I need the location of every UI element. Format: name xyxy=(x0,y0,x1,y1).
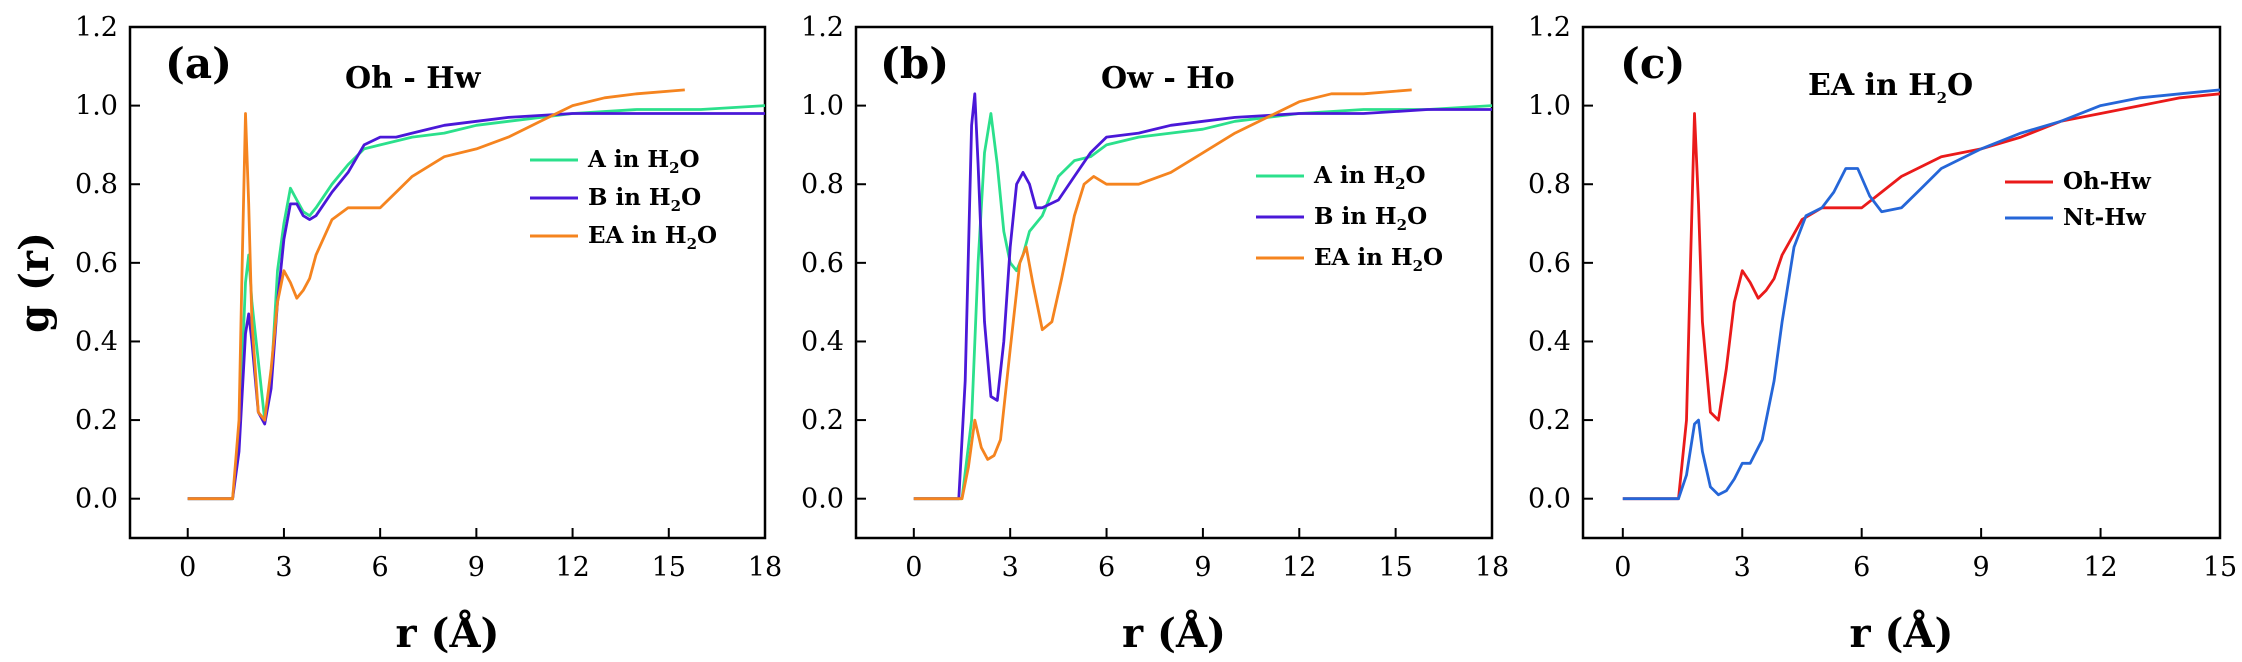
y-tick-label: 0.4 xyxy=(75,326,118,357)
plot-frame xyxy=(854,25,1494,540)
panel-a: 0 3 6 9 12 15 18 0.0 0.2 0.4 0.6 0.8 1.0 1.2 r (Å) g (r… xyxy=(11,12,782,657)
x-tick-label: 0 xyxy=(1614,552,1631,583)
legend-label-text: Nt-Hw xyxy=(2063,204,2147,231)
panel-label: (b) xyxy=(880,39,949,88)
legend-label-text: Oh-Hw xyxy=(2063,168,2152,195)
x-tick-label: 6 xyxy=(1098,552,1115,583)
legend-label: B in H2O xyxy=(588,184,701,215)
y-tick-label: 0.4 xyxy=(801,326,844,357)
panel-title: Ow - Ho xyxy=(1101,61,1235,96)
panel-title-text: Ow - Ho xyxy=(1101,61,1235,96)
x-tick-label: 3 xyxy=(1734,552,1751,583)
legend-label-suffix: O xyxy=(681,184,701,211)
y-tick-label: 0.6 xyxy=(801,248,844,279)
legend-label-text: B in H xyxy=(1314,203,1397,230)
x-tick-label: 6 xyxy=(1853,552,1870,583)
panel-b: 0 3 6 9 12 15 18 0.0 0.2 0.4 0.6 0.8 1.0 1.2 r (Å) (b) O… xyxy=(801,12,1509,657)
x-axis-title: r (Å) xyxy=(1850,610,1954,657)
y-tick-label: 0.8 xyxy=(75,169,118,200)
x-tick-label: 9 xyxy=(1194,552,1211,583)
legend-label: A in H2O xyxy=(1313,162,1426,193)
y-tick-label: 0.0 xyxy=(75,484,118,515)
legend-label-suffix: O xyxy=(1423,244,1443,271)
panel-label: (a) xyxy=(165,39,232,88)
x-tick-label: 9 xyxy=(468,552,485,583)
panel-label: (c) xyxy=(1620,39,1685,88)
x-tick-label: 0 xyxy=(179,552,196,583)
y-tick-label: 0.6 xyxy=(1528,248,1571,279)
legend-label: B in H2O xyxy=(1314,203,1427,234)
y-tick-label: 0.4 xyxy=(1528,326,1571,357)
x-tick-label: 3 xyxy=(1002,552,1019,583)
x-tick-label: 12 xyxy=(2083,552,2117,583)
panel-title: Oh - Hw xyxy=(345,61,482,96)
y-tick-label: 0.0 xyxy=(801,484,844,515)
legend-label: EA in H2O xyxy=(1314,244,1443,275)
series-line-3 xyxy=(913,88,1412,501)
legend-label-text: EA in H xyxy=(1314,244,1413,271)
legend-label: Nt-Hw xyxy=(2063,204,2147,231)
series-line-2 xyxy=(187,112,765,501)
y-tick-label: 0.2 xyxy=(801,405,844,436)
y-axis-title: g (r) xyxy=(11,232,58,333)
x-axis-title: r (Å) xyxy=(396,610,500,657)
legend-label-subscript: 2 xyxy=(687,235,697,253)
plot-frame xyxy=(1581,25,2222,540)
legend-label-text: A in H xyxy=(587,146,669,173)
y-tick-label: 0.8 xyxy=(1528,169,1571,200)
legend-label-suffix: O xyxy=(1407,203,1427,230)
x-tick-label: 0 xyxy=(905,552,922,583)
x-tick-label: 18 xyxy=(748,552,782,583)
x-tick-label: 6 xyxy=(372,552,389,583)
x-axis-title: r (Å) xyxy=(1122,610,1226,657)
y-tick-label: 0.0 xyxy=(1528,484,1571,515)
x-tick-label: 9 xyxy=(1973,552,1990,583)
legend-label-suffix: O xyxy=(1406,162,1426,189)
legend-label: EA in H2O xyxy=(588,222,717,253)
legend-label: Oh-Hw xyxy=(2063,168,2152,195)
series-line-3 xyxy=(187,88,685,501)
legend-label-subscript: 2 xyxy=(671,197,681,215)
series-line-1 xyxy=(913,104,1492,501)
panel-title-text: EA in H xyxy=(1808,68,1937,103)
x-tick-label: 15 xyxy=(652,552,686,583)
y-tick-label: 1.0 xyxy=(75,91,118,122)
legend-label-subscript: 2 xyxy=(669,159,679,177)
panel-title-subscript: 2 xyxy=(1937,89,1947,107)
legend-label-text: A in H xyxy=(1313,162,1395,189)
legend-label-suffix: O xyxy=(680,146,700,173)
legend-label-subscript: 2 xyxy=(1413,257,1423,275)
panel-c: 0 3 6 9 12 15 0.0 0.2 0.4 0.6 0.8 1.0 1.2 r (Å) (c) EA … xyxy=(1528,12,2237,657)
series-line-2 xyxy=(913,92,1492,501)
panel-title: EA in H2O xyxy=(1808,68,1973,107)
plot-frame xyxy=(128,25,767,540)
y-tick-label: 0.2 xyxy=(75,405,118,436)
legend-label-text: EA in H xyxy=(588,222,687,249)
series-line-1 xyxy=(1622,92,2220,501)
y-tick-label: 1.2 xyxy=(75,12,118,43)
x-tick-label: 15 xyxy=(1378,552,1412,583)
y-tick-label: 1.0 xyxy=(801,91,844,122)
x-tick-label: 3 xyxy=(275,552,292,583)
y-tick-label: 0.8 xyxy=(801,169,844,200)
series-line-2 xyxy=(1622,88,2220,501)
x-tick-label: 12 xyxy=(1282,552,1316,583)
x-tick-label: 18 xyxy=(1475,552,1509,583)
legend-label-suffix: O xyxy=(697,222,717,249)
panel-title-suffix: O xyxy=(1947,68,1973,103)
panel-title-text: Oh - Hw xyxy=(345,61,482,96)
legend-label-subscript: 2 xyxy=(1397,216,1407,234)
y-tick-label: 0.6 xyxy=(75,248,118,279)
y-tick-label: 1.2 xyxy=(801,12,844,43)
legend-label-subscript: 2 xyxy=(1395,175,1405,193)
x-tick-label: 15 xyxy=(2203,552,2237,583)
y-tick-label: 1.0 xyxy=(1528,91,1571,122)
x-tick-label: 12 xyxy=(555,552,589,583)
legend-label: A in H2O xyxy=(587,146,700,177)
legend-label-text: B in H xyxy=(588,184,671,211)
y-tick-label: 0.2 xyxy=(1528,405,1571,436)
y-tick-label: 1.2 xyxy=(1528,12,1571,43)
